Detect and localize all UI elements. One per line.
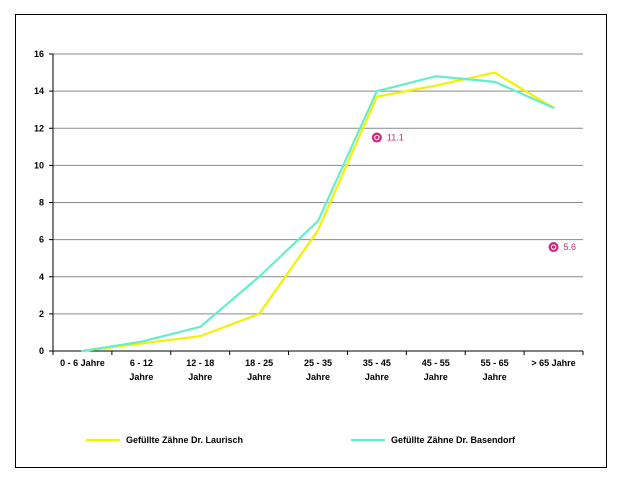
series-group	[81, 71, 555, 353]
x-tick-label-line: Jahre	[247, 372, 271, 382]
x-tick-label: 0 - 6 Jahre	[60, 358, 105, 368]
x-tick-label-line: 0 - 6 Jahre	[60, 358, 105, 368]
x-tick-label: 35 - 45 Jahre	[363, 358, 391, 382]
x-tick-label-line: 18 - 25	[245, 358, 273, 368]
x-tick-label-line: Jahre	[306, 372, 330, 382]
y-tick-label: 12	[34, 123, 44, 133]
x-tick-label-line: 12 - 18	[186, 358, 214, 368]
x-tick-label-line: Jahre	[365, 372, 389, 382]
chart-frame: 0 2 4 6 8 10 12 14 16 0 - 6 Jahre 6 - 12 Jahre 12 -…	[15, 14, 607, 468]
x-tick-label: 18 - 25 Jahre	[245, 358, 273, 382]
y-tick-label: 4	[39, 272, 44, 282]
legend-label-1: Gefüllte Zähne Dr. Basendorf	[391, 435, 516, 445]
x-tick-label-line: 55 - 65	[481, 358, 509, 368]
gridlines	[53, 53, 583, 352]
y-tick-label: 6	[39, 235, 44, 245]
y-tick-label: 0	[39, 346, 44, 356]
y-tick-label: 10	[34, 160, 44, 170]
x-tick-label: 55 - 65 Jahre	[481, 358, 509, 382]
x-tick-label-line: > 65 Jahre	[531, 358, 575, 368]
annotation-marker	[548, 242, 559, 253]
y-tick-label: 16	[34, 49, 44, 59]
series-line-0	[81, 71, 555, 353]
annotation-label: 5.6	[564, 242, 577, 252]
annotation-label: 11.1	[387, 133, 404, 143]
x-tick-label: 45 - 55 Jahre	[422, 358, 450, 382]
legend: Gefüllte Zähne Dr. Laurisch Gefüllte Zähn…	[86, 435, 516, 445]
x-tick-label: 6 - 12 Jahre	[129, 358, 153, 382]
y-tick-label: 14	[34, 86, 44, 96]
x-tick-label-line: Jahre	[188, 372, 212, 382]
annotation-marker	[371, 132, 382, 143]
annotation-marker-inner	[550, 244, 557, 250]
x-tick-label-line: 6 - 12	[130, 358, 153, 368]
annotation-marker-inner	[374, 134, 380, 141]
x-tick-label: 12 - 18 Jahre	[186, 358, 214, 382]
x-tick-label-line: 45 - 55	[422, 358, 450, 368]
x-tick-label: > 65 Jahre	[531, 358, 575, 368]
y-axis: 0 2 4 6 8 10 12 14 16	[34, 49, 54, 356]
x-tick-label-line: Jahre	[129, 372, 153, 382]
x-tick-label: 25 - 35 Jahre	[304, 358, 332, 382]
y-tick-label: 8	[39, 198, 44, 208]
legend-label-0: Gefüllte Zähne Dr. Laurisch	[126, 435, 243, 445]
series-line-1	[81, 75, 555, 353]
y-tick-label: 2	[39, 309, 44, 319]
x-tick-label-line: 25 - 35	[304, 358, 332, 368]
x-tick-label-line: 35 - 45	[363, 358, 391, 368]
x-tick-label-line: Jahre	[483, 372, 507, 382]
annotations: 11.1 5.6	[371, 132, 577, 253]
x-tick-label-line: Jahre	[424, 372, 448, 382]
